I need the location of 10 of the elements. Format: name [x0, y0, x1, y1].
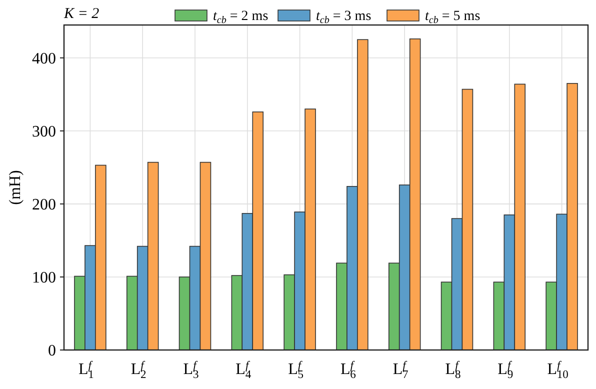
y-tick-label: 0 — [48, 342, 56, 360]
legend-label: t$_{cb}$ = 2 ms — [213, 9, 268, 26]
chart-title: K = 2 — [63, 6, 100, 22]
y-axis-title: (mH) — [7, 170, 24, 205]
legend-label: t$_{cb}$ = 5 ms — [425, 9, 480, 26]
y-tick-label: 200 — [32, 196, 56, 214]
y-tick-label: 300 — [32, 124, 56, 140]
y-tick-label: 400 — [32, 50, 56, 68]
legend-label: t$_{cb}$ = 3 ms — [316, 9, 372, 26]
y-tick-label: 100 — [32, 270, 56, 287]
